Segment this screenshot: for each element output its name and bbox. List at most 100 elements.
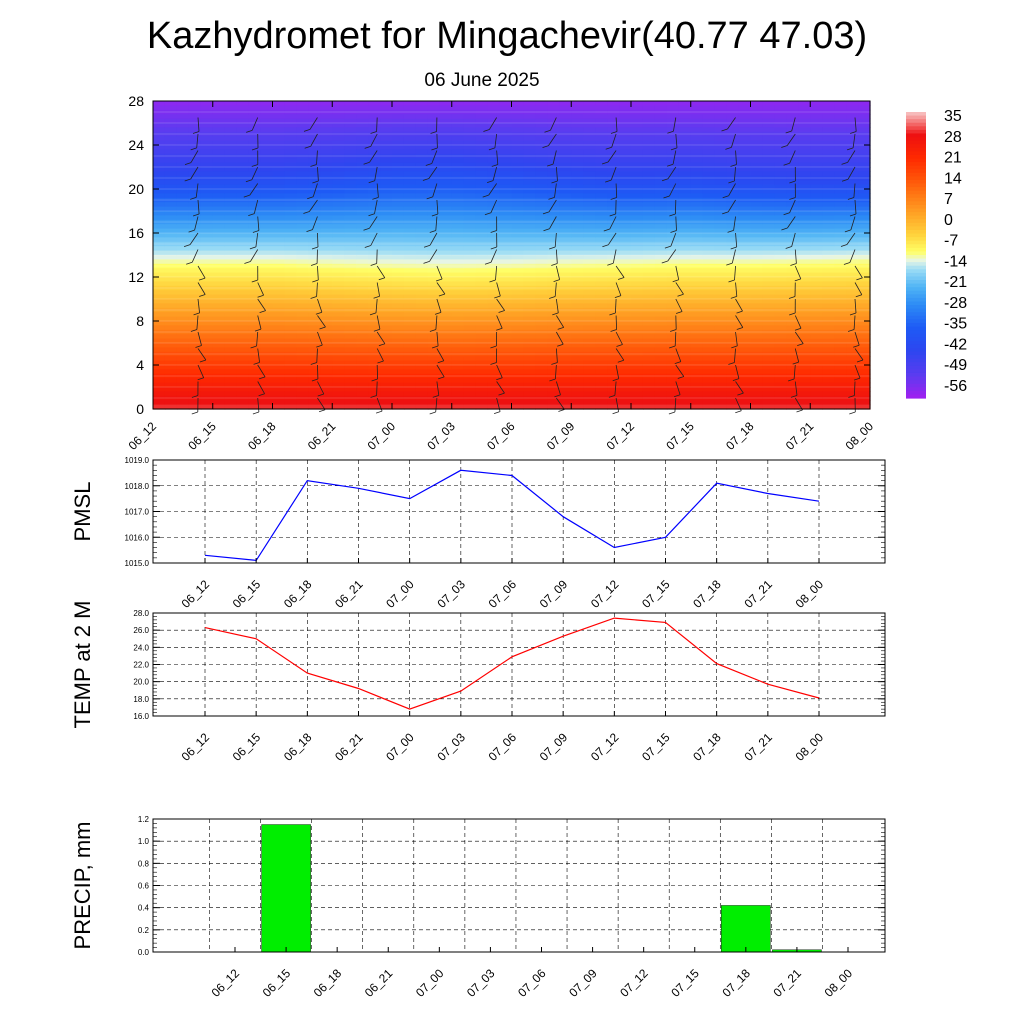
heat-cell bbox=[654, 237, 668, 243]
heat-cell bbox=[200, 263, 214, 269]
heat-cell bbox=[439, 373, 453, 379]
heat-cell bbox=[463, 272, 477, 278]
heat-cell bbox=[368, 246, 381, 252]
heat-cell bbox=[308, 101, 321, 106]
heat-cell bbox=[714, 233, 728, 238]
heat-cell bbox=[559, 101, 572, 106]
heat-cell bbox=[595, 215, 608, 221]
heat-cell bbox=[236, 189, 250, 194]
heat-cell bbox=[224, 395, 238, 401]
wind-barb bbox=[197, 298, 200, 313]
heat-cell bbox=[200, 241, 214, 247]
heat-cell bbox=[642, 321, 656, 326]
heat-cell bbox=[798, 101, 811, 106]
heat-cell bbox=[284, 382, 297, 388]
heat-cell bbox=[559, 105, 572, 111]
heat-cell bbox=[392, 303, 405, 309]
heat-cell bbox=[499, 123, 513, 128]
heat-cell bbox=[332, 303, 345, 309]
heat-cell bbox=[702, 369, 716, 375]
heat-cell bbox=[631, 277, 644, 282]
heat-cell bbox=[559, 299, 572, 304]
heat-cell bbox=[595, 211, 608, 216]
heat-cell bbox=[690, 281, 704, 287]
heat-cell bbox=[392, 136, 405, 142]
colorbar-cell bbox=[906, 308, 926, 313]
wind-barb-flag bbox=[310, 164, 317, 167]
heat-cell bbox=[380, 149, 393, 155]
heat-cell bbox=[822, 285, 835, 291]
heat-cell bbox=[559, 228, 572, 234]
heat-cell bbox=[403, 162, 417, 168]
heat-cell bbox=[332, 136, 345, 142]
heat-cell bbox=[595, 189, 608, 194]
heat-cell bbox=[487, 197, 501, 203]
heat-cell bbox=[595, 202, 608, 208]
heat-cell bbox=[499, 237, 513, 243]
heat-cell bbox=[487, 285, 501, 291]
heat-cell bbox=[774, 360, 787, 366]
heat-cell bbox=[535, 356, 548, 362]
heat-cell bbox=[535, 184, 548, 190]
heat-cell bbox=[607, 272, 620, 278]
heat-cell bbox=[403, 387, 417, 392]
heat-cell bbox=[678, 118, 692, 124]
heat-cell bbox=[786, 101, 799, 106]
heat-cell bbox=[786, 193, 799, 199]
heat-cell bbox=[654, 184, 668, 190]
heat-cell bbox=[714, 338, 728, 344]
heat-cell bbox=[188, 338, 202, 344]
heat-cell bbox=[619, 206, 632, 212]
heat-cell bbox=[320, 246, 333, 252]
heat-cell bbox=[619, 391, 632, 397]
heat-cell bbox=[499, 255, 513, 260]
wind-barb bbox=[675, 216, 677, 231]
wind-barb-flag bbox=[610, 197, 617, 200]
heat-cell bbox=[631, 140, 644, 146]
heat-cell bbox=[786, 325, 799, 331]
heat-cell bbox=[750, 387, 764, 392]
heat-cell bbox=[356, 197, 369, 203]
heat-cell bbox=[822, 365, 835, 370]
heat-cell bbox=[786, 118, 799, 124]
heat-cell bbox=[858, 250, 871, 256]
heat-cell bbox=[212, 369, 226, 375]
heat-cell bbox=[451, 259, 465, 265]
heat-cell bbox=[212, 114, 226, 120]
heat-cell bbox=[487, 127, 501, 133]
heat-cell bbox=[499, 281, 513, 287]
heat-cell bbox=[296, 114, 309, 120]
heat-cell bbox=[380, 268, 393, 274]
wind-barb bbox=[556, 315, 565, 328]
heat-cell bbox=[236, 321, 250, 326]
heat-cell bbox=[798, 153, 811, 159]
heat-cell bbox=[607, 360, 620, 366]
heat-cell bbox=[762, 109, 775, 115]
heat-cell bbox=[678, 321, 692, 326]
heat-cell bbox=[260, 369, 274, 375]
heat-cell bbox=[846, 303, 859, 309]
heat-cell bbox=[678, 263, 692, 269]
heat-cell bbox=[176, 175, 190, 181]
wind-barb-flag bbox=[549, 296, 556, 299]
heat-cell bbox=[499, 224, 513, 230]
heat-cell bbox=[535, 127, 548, 133]
heat-cell bbox=[200, 312, 214, 318]
heat-cell bbox=[559, 294, 572, 300]
heat-cell bbox=[678, 316, 692, 322]
heat-cell bbox=[583, 299, 596, 304]
heat-cell bbox=[774, 250, 787, 256]
heat-cell bbox=[571, 197, 584, 203]
heat-cell bbox=[296, 356, 309, 362]
heat-cell bbox=[535, 241, 548, 247]
heat-cell bbox=[690, 338, 704, 344]
heat-cell bbox=[786, 347, 799, 353]
heat-cell bbox=[284, 299, 297, 304]
heat-cell bbox=[356, 299, 369, 304]
heat-cell bbox=[858, 118, 871, 124]
heat-cell bbox=[427, 400, 441, 406]
heat-cell bbox=[403, 149, 417, 155]
heat-cell bbox=[248, 140, 262, 146]
heat-cell bbox=[666, 365, 680, 370]
heat-cell bbox=[798, 123, 811, 128]
